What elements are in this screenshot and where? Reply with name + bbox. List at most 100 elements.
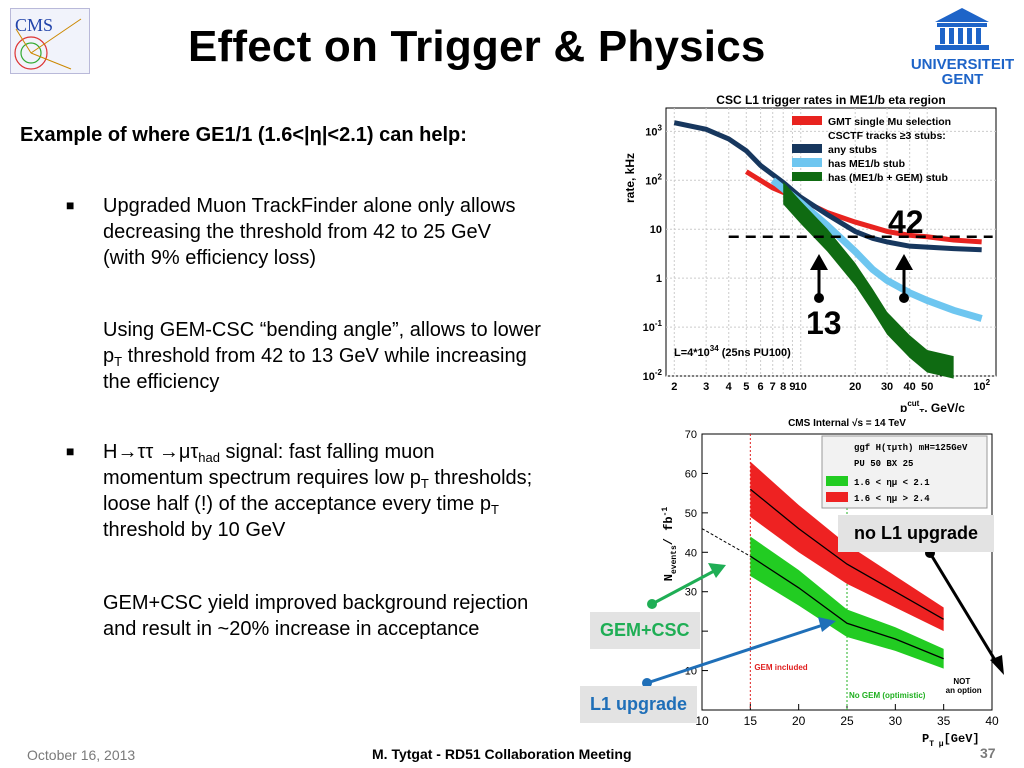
bullet-1-line-2: decreasing the threshold from 42 to 25 G… bbox=[103, 221, 492, 243]
chart1-ytick-label-4: 102 bbox=[645, 172, 662, 187]
chart2-legend-pu: PU 50 BX 25 bbox=[854, 459, 913, 469]
chart2-center-line-1 bbox=[749, 555, 944, 660]
cms-logo: CMS bbox=[10, 8, 90, 74]
bullet-marker-3: ■ bbox=[66, 443, 75, 459]
chart2-annotation-not-1: NOT bbox=[953, 677, 970, 686]
footer-date: October 16, 2013 bbox=[27, 747, 136, 763]
chart1-legend-label-2: any stubs bbox=[828, 144, 877, 156]
chart1-ytick-label-5: 103 bbox=[645, 123, 662, 138]
chart1-xtick-label-10: 30 bbox=[881, 381, 893, 393]
bullet-3-line-3: loose half (!) of the acceptance every t… bbox=[103, 493, 499, 517]
chart1-legend-label-3: has ME1/b stub bbox=[828, 158, 905, 170]
chart1-legend-swatch-4 bbox=[792, 172, 822, 181]
chart2-legend-swatch-0 bbox=[826, 476, 848, 486]
bullet-3: H→ττ →μτhad signal: fast falling muon mo… bbox=[103, 439, 623, 543]
chart1-xtick-label-11: 40 bbox=[904, 381, 916, 393]
chart2-extrap-line bbox=[701, 528, 751, 557]
chart1-ytick-label-0: 10-2 bbox=[643, 368, 663, 383]
chart1-xtick-label-7: 9 bbox=[789, 381, 795, 393]
chart2-xtick-label-3: 25 bbox=[840, 714, 854, 728]
chart1-xtick-label-2: 4 bbox=[726, 381, 733, 393]
chart1-xtick-label-3: 5 bbox=[743, 381, 749, 393]
chart1-annotation: L=4*1034 (25ns PU100) bbox=[674, 344, 791, 359]
chart1-xtick-label-1: 3 bbox=[703, 381, 709, 393]
chart2-ytick-label-3: 30 bbox=[685, 587, 697, 599]
ugent-logo-line1: UNIVERSITEIT bbox=[910, 56, 1015, 73]
chart2-annotation-nogem: No GEM (optimistic) bbox=[849, 691, 926, 700]
chart2-legend-swatch-1 bbox=[826, 492, 848, 502]
chart1-legend-swatch-2 bbox=[792, 144, 822, 153]
chart2-ytick-label-4: 40 bbox=[685, 547, 697, 559]
footer-center: M. Tytgat - RD51 Collaboration Meeting bbox=[372, 746, 632, 762]
chart1-series-band-3 bbox=[783, 181, 954, 379]
chart2-legend-label-1: 1.6 < ημ > 2.4 bbox=[854, 494, 930, 504]
chart2-xtick-label-6: 40 bbox=[985, 714, 999, 728]
chart2-xtick-label-1: 15 bbox=[744, 714, 758, 728]
chart1-xtick-label-5: 7 bbox=[770, 381, 776, 393]
chart2-legend-header: ggf H(τμτh) mH=125GeV bbox=[854, 443, 968, 453]
paragraph-2-line-1: Using GEM-CSC “bending angle”, allows to… bbox=[103, 319, 541, 341]
bullet-3-line-1: H→ττ →μτhad signal: fast falling muon bbox=[103, 441, 435, 465]
chart1-legend-label-0: GMT single Mu selection bbox=[828, 116, 951, 128]
chart1-legend-swatch-0 bbox=[792, 116, 822, 125]
chart2-xtick-label-2: 20 bbox=[792, 714, 806, 728]
slide-subtitle: Example of where GE1/1 (1.6<|η|<2.1) can… bbox=[20, 124, 467, 146]
chart1-xlabel: pcutT, GeV/c bbox=[900, 399, 965, 415]
chart1-xtick-label-100: 102 bbox=[973, 378, 990, 393]
chart2-ytick-label-1: 10 bbox=[685, 666, 697, 678]
chart2-ylabel: Nevents/ fb-1 bbox=[661, 507, 679, 582]
callout-13: 13 bbox=[806, 305, 842, 341]
chart2-xtick-label-5: 35 bbox=[937, 714, 951, 728]
svg-text:CMS: CMS bbox=[15, 15, 53, 35]
chart1-title: CSC L1 trigger rates in ME1/b eta region bbox=[716, 93, 945, 107]
chart2-legend-box bbox=[821, 435, 988, 509]
bullet-1: Upgraded Muon TrackFinder alone only all… bbox=[103, 193, 623, 271]
chart1-legend-label-1: CSCTF tracks ≥3 stubs: bbox=[828, 130, 946, 142]
chart2-ytick-label-6: 60 bbox=[685, 468, 697, 480]
chart2-xtick-label-4: 30 bbox=[889, 714, 903, 728]
chart1-xtick-label-8: 10 bbox=[795, 381, 807, 393]
paragraph-2: Using GEM-CSC “bending angle”, allows to… bbox=[103, 317, 623, 395]
bullet-1-line-3: (with 9% efficiency loss) bbox=[103, 247, 317, 269]
bullet-3-line-2: momentum spectrum requires low pT thresh… bbox=[103, 467, 533, 491]
chart1-xtick-label-0: 2 bbox=[671, 381, 677, 393]
chart1-legend-swatch-3 bbox=[792, 158, 822, 167]
paragraph-2-line-3: the efficiency bbox=[103, 371, 220, 393]
bullet-marker-1: ■ bbox=[66, 197, 75, 213]
callout-l1-upgrade: L1 upgrade bbox=[580, 686, 698, 723]
chart1-ytick-label-1: 10-1 bbox=[643, 319, 663, 334]
callout-42: 42 bbox=[888, 204, 924, 240]
chart1-ylabel: rate, kHz bbox=[623, 153, 637, 203]
paragraph-2-line-2: pT threshold from 42 to 13 GeV while inc… bbox=[103, 345, 527, 369]
chart2-title: CMS Internal √s = 14 TeV bbox=[788, 418, 906, 429]
chart1-legend-label-4: has (ME1/b + GEM) stub bbox=[828, 172, 948, 184]
trigger-rate-chart: CSC L1 trigger rates in ME1/b eta region… bbox=[620, 90, 1024, 415]
events-chart: CMS Internal √s = 14 TeV0102030405060701… bbox=[650, 412, 1024, 748]
chart2-xlabel: PT μ[GeV] bbox=[922, 732, 980, 748]
slide-title: Effect on Trigger & Physics bbox=[188, 22, 766, 71]
chart2-legend-label-0: 1.6 < ημ < 2.1 bbox=[854, 478, 930, 488]
chart2-ytick-label-5: 50 bbox=[685, 508, 697, 520]
chart1-xtick-label-9: 20 bbox=[849, 381, 861, 393]
chart1-xtick-label-6: 8 bbox=[780, 381, 786, 393]
ugent-logo-line2: GENT bbox=[941, 71, 984, 88]
chart1-ytick-label-3: 10 bbox=[650, 224, 662, 236]
chart1-xtick-label-12: 50 bbox=[921, 381, 933, 393]
paragraph-4-line-1: GEM+CSC yield improved background reject… bbox=[103, 592, 529, 614]
callout-gem-csc: GEM+CSC bbox=[590, 612, 700, 649]
paragraph-4-line-2: and result in ~20% increase in acceptanc… bbox=[103, 618, 480, 640]
chart1-xtick-label-4: 6 bbox=[758, 381, 764, 393]
bullet-1-line-1: Upgraded Muon TrackFinder alone only all… bbox=[103, 195, 516, 217]
chart1-ytick-label-2: 1 bbox=[656, 273, 662, 285]
chart2-ytick-label-7: 70 bbox=[685, 429, 697, 441]
callout-no-l1-upgrade: no L1 upgrade bbox=[838, 515, 995, 552]
chart2-center-line-0 bbox=[749, 488, 944, 620]
chart2-xtick-label-0: 10 bbox=[695, 714, 709, 728]
paragraph-4: GEM+CSC yield improved background reject… bbox=[103, 590, 623, 642]
chart2-annotation-not-2: an option bbox=[946, 686, 982, 695]
bullet-3-line-4: threshold by 10 GeV bbox=[103, 519, 286, 541]
footer-page-number: 37 bbox=[980, 745, 996, 761]
chart1-series-line-1 bbox=[673, 120, 982, 253]
chart2-band-1 bbox=[750, 536, 944, 669]
chart1-series-line-2 bbox=[770, 177, 983, 322]
